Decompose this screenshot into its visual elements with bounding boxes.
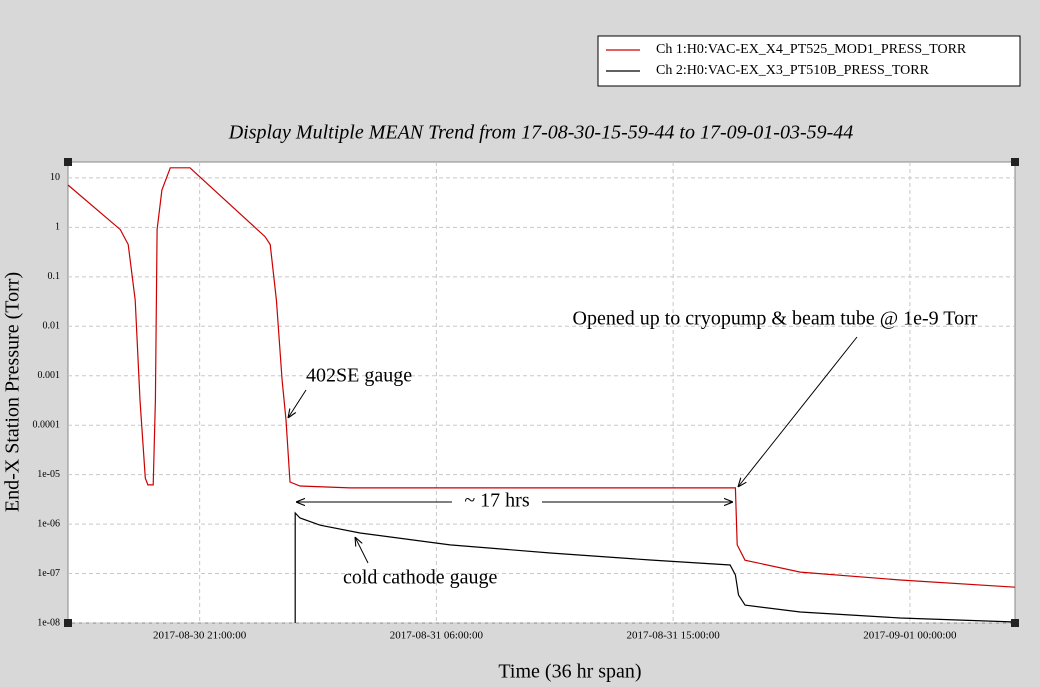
x-tick-label: 2017-08-31 06:00:00 [390,630,484,642]
legend [597,35,1021,87]
y-tick-label: 0.1 [48,271,61,282]
annotation-arrow [355,537,369,564]
annotation: Opened up to cryopump & beam tube @ 1e-9… [573,308,978,330]
plot-area [67,161,1016,624]
y-tick-label: 1 [55,222,60,233]
annotation-arrow [288,389,307,418]
legend-label: Ch 2:H0:VAC-EX_X3_PT510B_PRESS_TORR [656,63,930,78]
y-tick-label: 0.001 [38,370,61,381]
legend-label: Ch 1:H0:VAC-EX_X4_PT525_MOD1_PRESS_TORR [656,42,967,57]
x-axis-label: Time (36 hr span) [498,661,641,683]
lines [67,167,1016,623]
annotation-arrow [738,336,858,487]
y-tick-label: 0.01 [43,321,61,332]
corner [64,158,72,166]
annotation: 402SE gauge [306,365,412,387]
grid [68,162,1015,624]
y-tick-label: 10 [50,172,60,183]
corner [1011,158,1019,166]
x-tick-label: 2017-08-30 21:00:00 [153,630,247,642]
corner [64,619,72,627]
annotation: ~ 17 hrs [464,490,529,512]
series-line [67,167,1016,588]
y-tick-label: 0.0001 [33,419,61,430]
corner [1011,619,1019,627]
x-tick-label: 2017-08-31 15:00:00 [627,630,721,642]
y-axis-label: End-X Station Pressure (Torr) [2,272,24,512]
y-tick-label: 1e-06 [37,518,60,529]
y-tick-label: 1e-07 [37,568,60,579]
legend-entries: Ch 1:H0:VAC-EX_X4_PT525_MOD1_PRESS_TORR C… [606,42,967,78]
y-tick-label: 1e-05 [37,469,60,480]
chart-title: Display Multiple MEAN Trend from 17-08-3… [228,122,854,144]
y-tick-label: 1e-08 [37,617,60,628]
x-tick-label: 2017-09-01 00:00:00 [863,630,957,642]
series-line [294,511,1016,623]
annotation: cold cathode gauge [343,567,497,589]
corner-markers [64,158,1019,627]
